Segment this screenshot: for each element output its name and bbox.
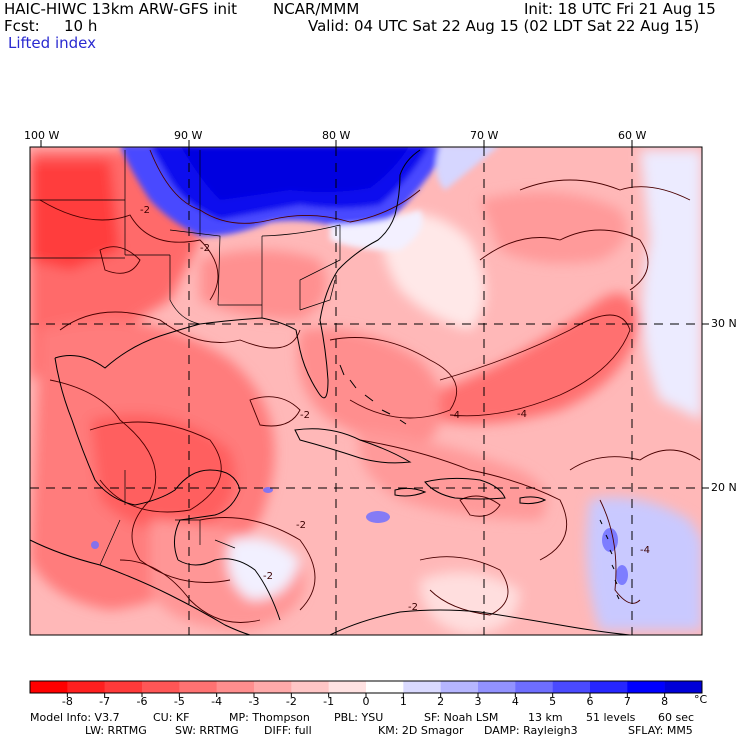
field-name: Lifted index [8,34,96,52]
colorbar-swatch [67,681,105,693]
lat-label-30n: 30 N [711,317,737,330]
colorbar-swatch [104,681,143,693]
colorbar-swatch [328,681,367,693]
footer-resolution: 13 km [528,711,563,724]
footer-levels: 51 levels [586,711,636,724]
colorbar-label: 0 [362,695,370,708]
footer-timestep: 60 sec [658,711,695,724]
colorbar-swatch [216,681,255,693]
colorbar-label: -1 [323,695,335,708]
colorbar-label: 3 [474,695,482,708]
footer-sf: SF: Noah LSM [424,711,499,724]
contour-label: -2 [296,520,306,531]
map-frame [29,146,703,636]
footer-sw: SW: RRTMG [175,724,239,737]
model-title: HAIC-HIWC 13km ARW-GFS init [4,0,238,18]
init-time: Init: 18 UTC Fri 21 Aug 15 [524,0,716,18]
footer-damp: DAMP: Rayleigh3 [484,724,578,737]
colorbar-swatch [366,681,404,693]
contour-label: -2 [200,243,210,254]
colorbar-label: 6 [586,695,594,708]
footer-cu: CU: KF [153,711,190,724]
map-ticks [40,140,709,489]
org-label: NCAR/MMM [273,0,360,18]
footer-model-info: Model Info: V3.7 [30,711,120,724]
colorbar-label: 7 [623,695,631,708]
footer-pbl: PBL: YSU [334,711,384,724]
colorbar-swatch [440,681,479,693]
colorbar-swatch [478,681,516,693]
contour-label: -2 [408,602,418,613]
colorbar-label: 4 [511,695,519,708]
contour-label: -4 [517,409,527,420]
colorbar-label: 2 [437,695,445,708]
colorbar [29,680,703,697]
colorbar-label: -5 [173,695,185,708]
colorbar-label: -8 [61,695,73,708]
lon-label-90w: 90 W [174,129,203,142]
colorbar-label: -3 [248,695,260,708]
colorbar-swatch [590,681,628,693]
colorbar-label: -2 [285,695,297,708]
colorbar-swatch [627,681,665,693]
forecast-label: Fcst: [4,17,40,35]
contour-label: -4 [640,545,650,556]
colorbar-swatch [291,681,329,693]
footer-mp: MP: Thompson [229,711,310,724]
latlon-grid [30,147,702,635]
colorbar-swatch [515,681,553,693]
contour-label: -2 [300,410,310,421]
isolines [39,149,701,623]
state-borders [30,150,341,566]
colorbar-swatch [664,681,703,693]
colorbar-swatch [142,681,180,693]
colorbar-swatch [30,681,68,693]
colorbar-swatch [552,681,591,693]
colorbar-unit: °C [694,693,708,706]
colorbar-swatch [254,681,292,693]
valid-time: Valid: 04 UTC Sat 22 Aug 15 (02 LDT Sat … [308,17,700,35]
footer-diff: DIFF: full [264,724,312,737]
colorbar-label: 8 [661,695,669,708]
lon-label-80w: 80 W [322,129,351,142]
colorbar-label: -7 [99,695,111,708]
contour-label: -2 [140,205,150,216]
lon-label-100w: 100 W [24,129,60,142]
colorbar-label: -6 [136,695,148,708]
colorbar-label: -4 [211,695,223,708]
lon-label-70w: 70 W [470,129,499,142]
colorbar-swatch [179,681,217,693]
footer-lw: LW: RRTMG [85,724,147,737]
lifted-index-field [30,147,702,635]
footer-sflay: SFLAY: MM5 [628,724,693,737]
colorbar-swatch [403,681,441,693]
footer-km: KM: 2D Smagor [378,724,464,737]
lon-label-60w: 60 W [618,129,647,142]
lat-label-20n: 20 N [711,481,737,494]
coastlines [29,149,631,636]
contour-label: -4 [450,410,460,421]
forecast-hour: 10 h [64,17,98,35]
colorbar-label: 5 [549,695,557,708]
contour-label: -2 [263,571,273,582]
colorbar-label: 1 [399,695,407,708]
